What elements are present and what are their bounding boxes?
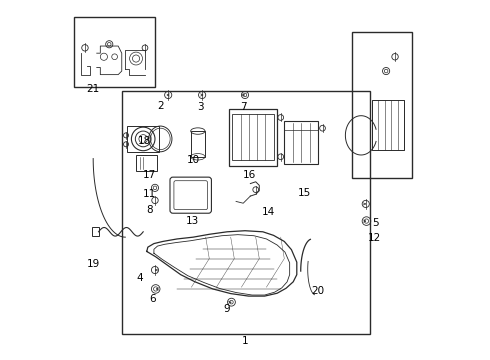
Text: 3: 3	[197, 102, 204, 112]
Bar	[284, 121, 318, 164]
Bar	[191, 131, 205, 157]
Bar	[229, 109, 277, 166]
Text: 9: 9	[224, 304, 230, 314]
Text: 17: 17	[143, 170, 156, 180]
Bar	[136, 155, 157, 171]
Bar	[232, 114, 273, 160]
Text: 16: 16	[243, 170, 256, 180]
Bar	[74, 18, 155, 87]
Bar	[372, 100, 404, 150]
Text: 21: 21	[87, 84, 100, 94]
Bar	[127, 126, 159, 153]
Text: 6: 6	[149, 294, 155, 303]
Bar	[352, 32, 412, 178]
Text: 1: 1	[242, 337, 248, 346]
Text: 7: 7	[240, 102, 246, 112]
Text: 8: 8	[146, 205, 152, 215]
Text: 5: 5	[372, 218, 379, 228]
Text: 12: 12	[368, 233, 381, 243]
Text: 2: 2	[158, 101, 164, 111]
Text: 20: 20	[312, 287, 325, 296]
Text: 13: 13	[186, 216, 199, 226]
Text: 14: 14	[262, 207, 275, 217]
Bar	[92, 227, 98, 237]
Text: 4: 4	[136, 273, 143, 283]
Text: 18: 18	[138, 136, 151, 146]
Text: 15: 15	[297, 188, 311, 198]
Text: 19: 19	[87, 259, 100, 269]
Text: 10: 10	[187, 156, 200, 165]
Text: 11: 11	[143, 189, 156, 199]
Bar	[122, 91, 370, 334]
